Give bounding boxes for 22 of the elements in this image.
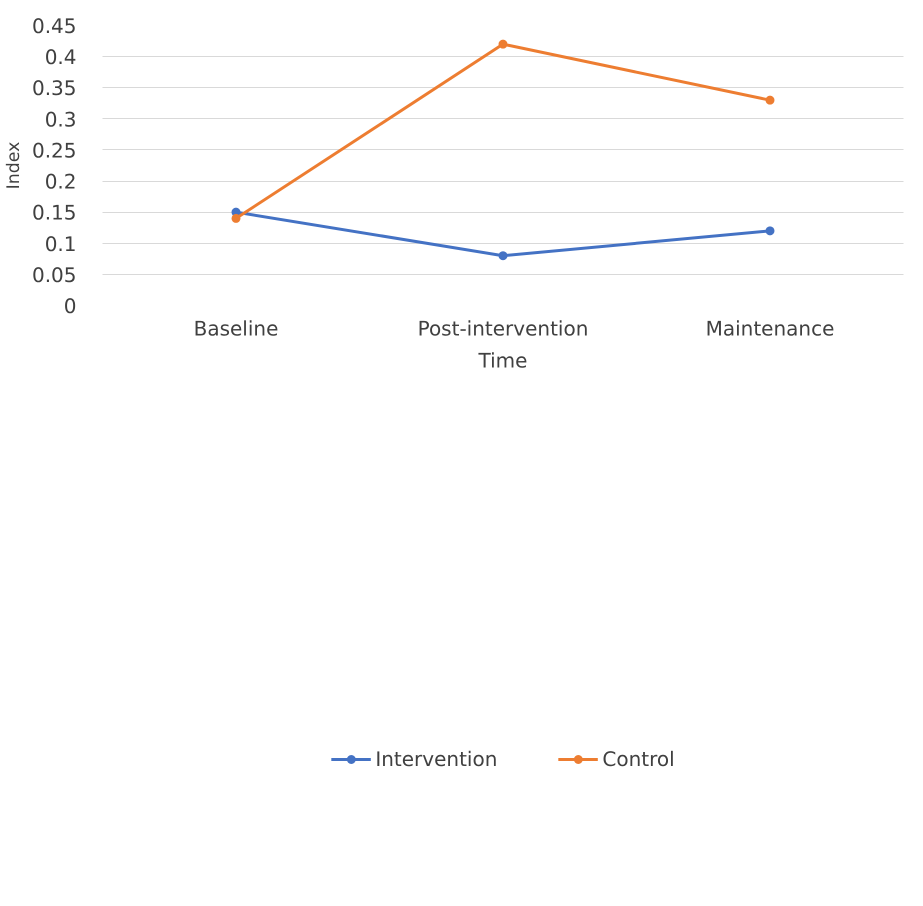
y-tick-label: 0.05	[32, 262, 76, 287]
y-tick-label: 0.2	[44, 170, 77, 194]
x-tick-label: Baseline	[194, 316, 278, 340]
y-axis-title: Index	[4, 142, 24, 190]
point	[498, 251, 508, 260]
x-tick-label: Post-intervention	[418, 316, 588, 340]
y-tick-label: 0.35	[32, 76, 76, 100]
point	[232, 214, 240, 223]
legend-label: Control	[602, 747, 675, 771]
y-tick-label: 0	[64, 294, 77, 318]
x-axis-title: Time	[478, 348, 528, 372]
point	[498, 40, 508, 49]
y-tick-label: 0.3	[44, 107, 77, 132]
y-tick-label: 0.45	[32, 14, 76, 38]
y-tick-label: 0.25	[32, 138, 76, 162]
y-tick-label: 0.4	[44, 45, 77, 70]
x-tick-label: Maintenance	[706, 316, 834, 340]
point	[766, 226, 774, 236]
y-tick-label: 0.15	[32, 200, 76, 225]
legend-label: Intervention	[375, 747, 498, 771]
y-tick-label: 0.1	[44, 232, 77, 256]
point	[766, 96, 774, 105]
